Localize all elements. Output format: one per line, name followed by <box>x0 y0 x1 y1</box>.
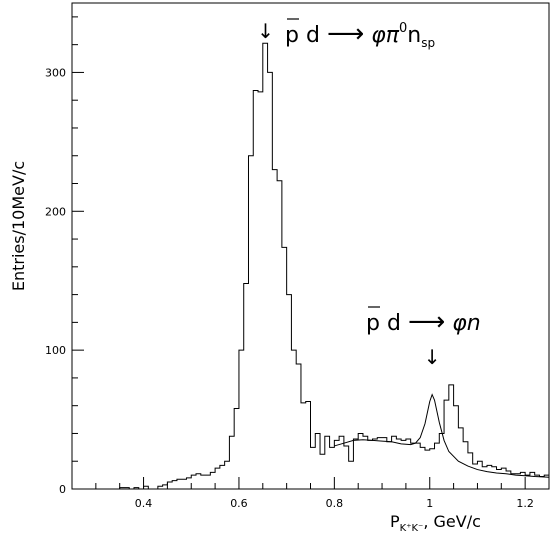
x-axis-label-main: P <box>390 512 400 531</box>
y-axis: 0 100 200 300 <box>45 16 84 496</box>
y-tick-label: 0 <box>59 483 66 496</box>
lower-reaction-label: p d ⟶ φn <box>366 307 481 337</box>
lower-reaction-annotation: p d ⟶ φn ↓ <box>366 306 481 369</box>
histogram-series <box>72 42 549 490</box>
fit-curve <box>334 393 550 478</box>
down-arrow-icon: ↓ <box>424 345 441 369</box>
y-tick-label: 100 <box>45 344 66 357</box>
x-tick-label: 1 <box>426 497 433 510</box>
upper-reaction-label: p d ⟶ φπ0nsp <box>285 19 435 50</box>
x-axis: 0.4 0.6 0.8 1 1.2 <box>95 477 550 510</box>
x-tick-label: 0.4 <box>135 497 153 510</box>
x-axis-label-subscript: K⁺K⁻ <box>400 523 424 534</box>
x-tick-label: 0.8 <box>326 497 344 510</box>
x-tick-label: 0.6 <box>230 497 248 510</box>
y-tick-label: 200 <box>45 205 66 218</box>
y-tick-label: 300 <box>45 66 66 79</box>
upper-reaction-annotation: ↓ p d ⟶ φπ0nsp <box>257 18 435 50</box>
x-axis-label-units: , GeV/c <box>423 512 481 531</box>
x-axis-label: PK⁺K⁻, GeV/c <box>390 512 481 534</box>
y-axis-label: Entries/10MeV/c <box>9 161 28 291</box>
down-arrow-icon: ↓ <box>257 19 274 43</box>
x-tick-label: 1.2 <box>516 497 534 510</box>
